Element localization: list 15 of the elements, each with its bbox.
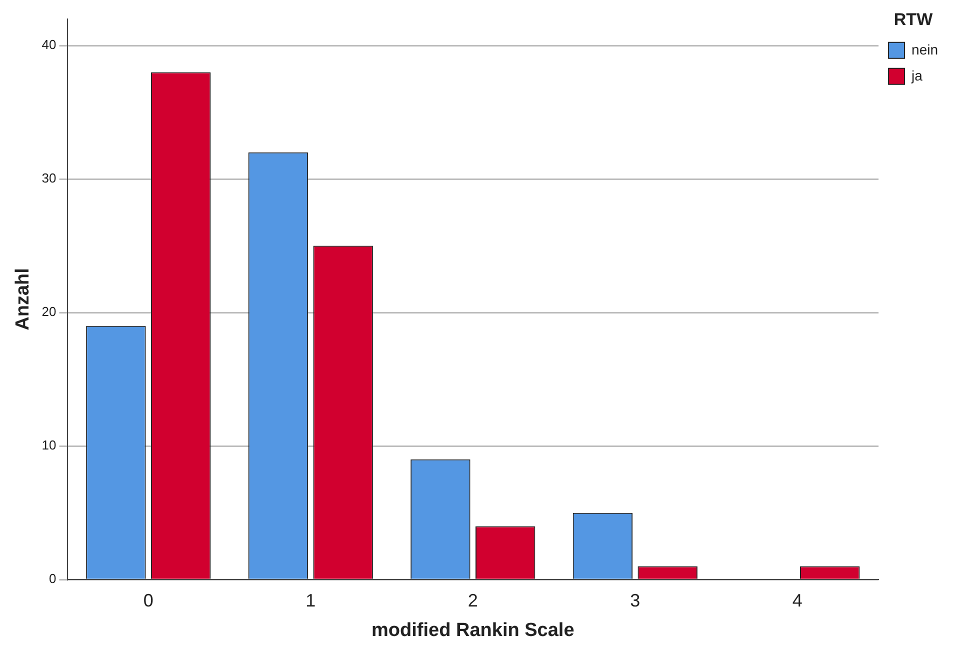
x-tick-label: 4 bbox=[792, 590, 802, 610]
y-axis-title: Anzahl bbox=[12, 268, 34, 330]
x-tick-label: 0 bbox=[143, 590, 154, 610]
legend-label: ja bbox=[910, 67, 923, 84]
y-tick-label: 0 bbox=[49, 571, 56, 586]
x-tick-label: 1 bbox=[306, 590, 316, 610]
legend-label: nein bbox=[912, 41, 938, 58]
y-tick-label: 10 bbox=[42, 438, 56, 453]
x-axis-title: modified Rankin Scale bbox=[372, 620, 574, 641]
legend-title: RTW bbox=[894, 10, 934, 30]
y-tick-label: 20 bbox=[42, 304, 56, 320]
x-tick-label: 2 bbox=[468, 590, 478, 610]
x-tick-label: 3 bbox=[630, 590, 640, 610]
y-tick-label: 40 bbox=[42, 37, 56, 52]
y-tick-label: 30 bbox=[42, 170, 56, 186]
